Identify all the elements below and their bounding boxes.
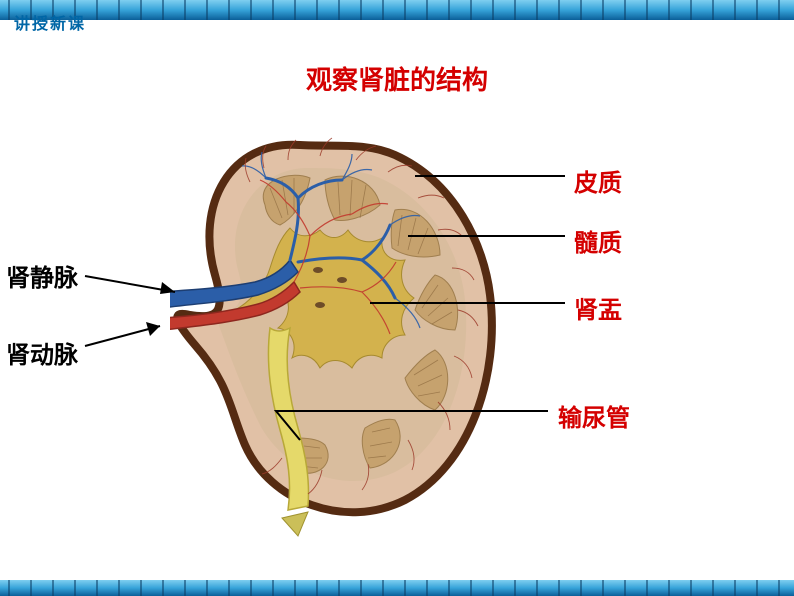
leader-artery — [85, 322, 160, 346]
label-ureter: 输尿管 — [558, 398, 630, 433]
section-label: 讲授新课 — [14, 10, 86, 34]
label-medulla: 髓质 — [574, 223, 622, 258]
leader-vein — [85, 276, 175, 294]
slide-title: 观察肾脏的结构 — [0, 60, 794, 97]
bottom-bar — [0, 580, 794, 596]
label-renal-vein: 肾静脉 — [6, 258, 78, 293]
kidney-svg — [170, 110, 530, 540]
label-renal-artery: 肾动脉 — [6, 335, 78, 370]
label-pelvis: 肾盂 — [574, 290, 622, 325]
label-cortex: 皮质 — [574, 163, 622, 198]
kidney-diagram: 肾静脉 肾动脉 皮质 髓质 肾盂 输尿管 — [0, 110, 794, 540]
top-bar — [0, 0, 794, 20]
